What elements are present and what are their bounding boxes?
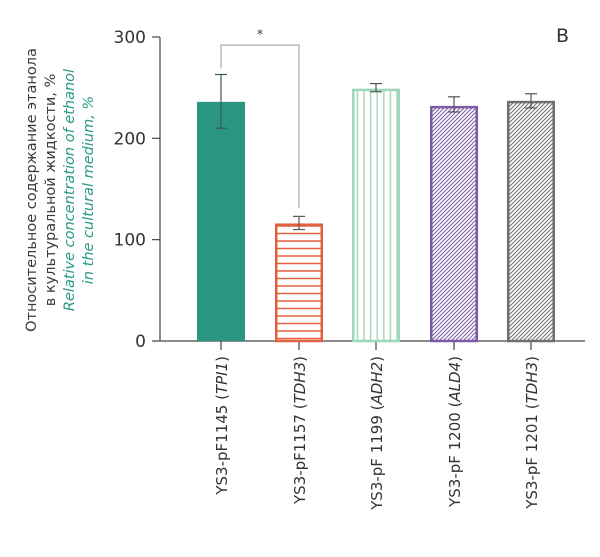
x-tick-label: YS3-pF1157 (TDH3) [291, 356, 309, 505]
gene-name: ALD4 [446, 362, 464, 403]
gene-name: TDH3 [291, 362, 309, 404]
bar-1 [197, 101, 245, 341]
error-bar-4 [448, 96, 460, 113]
bars [197, 88, 555, 343]
x-tick-label: YS3-pF 1200 (ALD4) [446, 356, 464, 508]
x-tick-label: YS3-pF 1199 (ADH2) [368, 356, 386, 511]
significance-label: * [257, 28, 264, 43]
paren-open: ( [291, 403, 309, 414]
y-tick-label: 0 [135, 332, 146, 352]
bar-4 [430, 105, 478, 343]
strain-name: YS3-pF1145 [213, 405, 231, 496]
paren-open: ( [368, 405, 386, 416]
bar-3 [352, 88, 400, 343]
gene-name: ADH2 [368, 362, 386, 406]
y-tick-label: 200 [114, 129, 146, 149]
y-axis-title-en-line1: Relative concentration of ethanol [62, 69, 78, 311]
paren-open: ( [213, 394, 231, 405]
x-tick-label: YS3-pF1145 (TPI1) [213, 356, 231, 496]
x-tick-label: YS3-pF 1201 (TDH3) [523, 356, 541, 510]
paren-open: ( [446, 402, 464, 413]
paren-close: ) [213, 356, 231, 362]
gene-name: TDH3 [523, 362, 541, 404]
y-axis-title-ru-line1: Относительное содержание этанола [24, 48, 40, 332]
gene-name: TPI1 [213, 362, 231, 394]
bar-5 [507, 100, 555, 343]
strain-name: YS3-pF 1200 [446, 412, 464, 508]
error-bar-3 [370, 83, 382, 93]
significance-bracket: * [220, 28, 300, 209]
paren-open: ( [523, 403, 541, 414]
strain-name: YS3-pF 1201 [523, 414, 541, 510]
panel-label: B [556, 25, 569, 47]
error-bar-2 [293, 215, 305, 231]
y-axis-title: Относительное содержание этанола в культ… [24, 48, 97, 332]
y-axis-title-en-line2: in the cultural medium, % [81, 96, 97, 284]
bar-2 [275, 223, 323, 343]
error-bar-1 [215, 73, 227, 129]
error-bar-5 [525, 93, 537, 109]
x-tick-labels: YS3-pF1145 (TPI1)YS3-pF1157 (TDH3)YS3-pF… [213, 356, 541, 511]
significance-line [220, 44, 300, 209]
y-tick-label: 100 [114, 231, 146, 251]
error-bars [215, 73, 537, 231]
y-axis-title-ru-line2: в культуральной жидкости, % [43, 74, 59, 307]
paren-close: ) [368, 356, 386, 362]
strain-name: YS3-pF1157 [291, 414, 309, 505]
y-tick-label: 300 [114, 28, 146, 48]
paren-close: ) [523, 356, 541, 362]
paren-close: ) [291, 356, 309, 362]
paren-close: ) [446, 356, 464, 362]
strain-name: YS3-pF 1199 [368, 415, 386, 511]
